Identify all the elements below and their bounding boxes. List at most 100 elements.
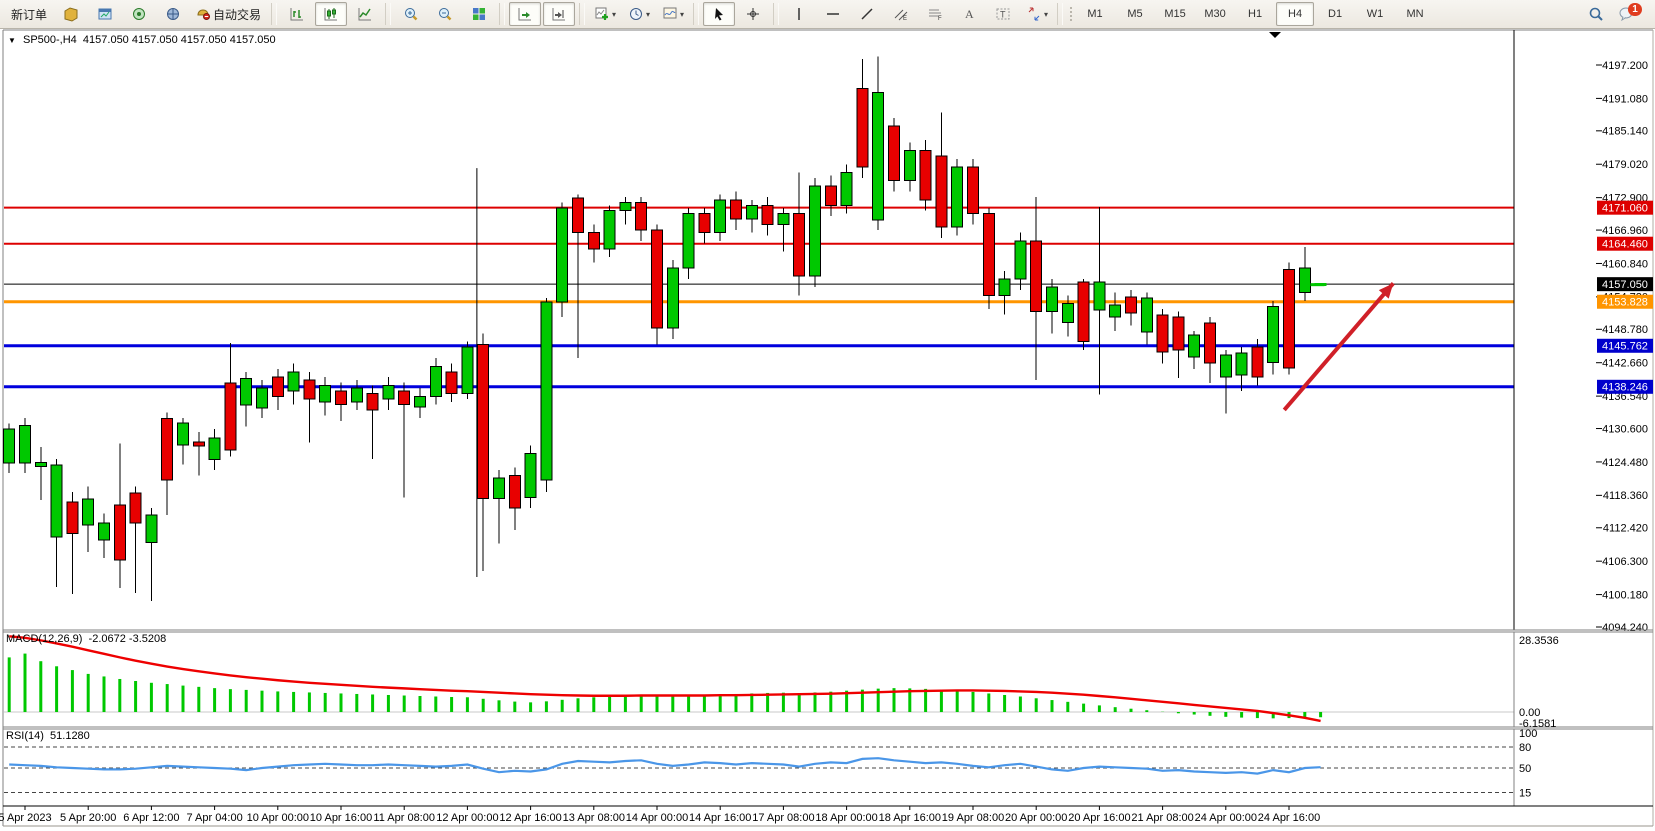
timeframe-h1-button[interactable]: H1 <box>1248 8 1263 20</box>
charts-profile-icon[interactable] <box>55 2 87 26</box>
sep6 <box>773 3 780 25</box>
candle-body <box>872 91 885 221</box>
candle-body <box>698 212 711 234</box>
candle-body <box>98 522 110 541</box>
periods-button[interactable]: ▾ <box>623 2 655 26</box>
price-axis-label: 4094.240 <box>1602 622 1648 634</box>
timeframe-m15-button[interactable]: M15 <box>1164 8 1186 20</box>
bar-chart-button[interactable] <box>281 2 313 26</box>
candle-body <box>982 212 995 296</box>
chart-title-caret-icon[interactable]: ▼ <box>8 36 16 45</box>
price-badge <box>1597 338 1653 353</box>
zoom-out-button[interactable] <box>429 2 461 26</box>
add-indicator-button[interactable]: ▾ <box>589 2 621 26</box>
time-axis-label: 20 Apr 00:00 <box>1005 812 1067 824</box>
market-watch-icon[interactable] <box>89 2 121 26</box>
horizontal-line-button[interactable] <box>817 2 849 26</box>
candle-body <box>1077 281 1090 343</box>
macd-scale-label: 0.00 <box>1519 707 1540 719</box>
candle-body <box>382 384 395 400</box>
timeframe-m30-button[interactable]: M30 <box>1204 8 1226 20</box>
timeframe-mn-button[interactable]: MN <box>1406 8 1424 20</box>
crosshair-button[interactable] <box>737 2 769 26</box>
zoom-in-button[interactable] <box>395 2 427 26</box>
label-button[interactable]: T <box>987 2 1019 26</box>
autotrading-button-label: 自动交易 <box>213 7 262 22</box>
price-badge-label: 4171.060 <box>1602 203 1648 215</box>
candle-body <box>177 422 189 446</box>
fibonacci-button[interactable]: F <box>919 2 951 26</box>
svg-text:A: A <box>965 7 974 21</box>
time-axis-label: 18 Apr 00:00 <box>815 812 877 824</box>
tile-windows-button[interactable] <box>463 2 495 26</box>
candle-body <box>1283 269 1295 369</box>
candle-body <box>714 199 727 234</box>
candle-body <box>161 418 174 481</box>
data-window-icon[interactable] <box>123 2 155 26</box>
candle-body <box>1014 240 1027 280</box>
sep7 <box>1057 3 1064 25</box>
timeframe-d1-button[interactable]: D1 <box>1328 8 1343 20</box>
navigator-icon[interactable] <box>157 2 189 26</box>
channel-button[interactable]: E <box>885 2 917 26</box>
time-axis-label: 14 Apr 00:00 <box>626 812 688 824</box>
candle-body <box>1235 352 1248 376</box>
trendline-button[interactable] <box>851 2 883 26</box>
time-axis-label: 19 Apr 08:00 <box>942 812 1004 824</box>
price-badge-label: 4157.050 <box>1602 279 1648 291</box>
chart-window[interactable]: 4197.200 4191.080 4185.140 4179.020 4172.900… <box>0 29 1655 831</box>
timeframe-m5-button[interactable]: M5 <box>1127 8 1143 20</box>
candle-body <box>745 204 758 220</box>
candle-body <box>335 390 347 406</box>
chart-surface[interactable]: 4197.2004191.0804185.1404179.0204172.900… <box>0 29 1655 831</box>
candle-body <box>477 343 490 499</box>
notifications-button[interactable]: 1 <box>1614 2 1646 26</box>
time-axis-label: 10 Apr 16:00 <box>310 812 372 824</box>
timeframe-m1-button[interactable]: M1 <box>1087 8 1103 20</box>
candle-body <box>1204 322 1216 364</box>
rsi-name: RSI(14) <box>6 730 44 742</box>
candle-body <box>398 390 411 406</box>
candle-body <box>192 441 205 447</box>
autotrading-button[interactable]: 自动交易 <box>191 2 267 26</box>
price-axis-label: 4142.660 <box>1602 358 1648 370</box>
search-button[interactable] <box>1580 2 1612 26</box>
candle-body <box>319 384 332 403</box>
candle-body <box>1109 304 1122 318</box>
timeframe-w1-button[interactable]: W1 <box>1366 8 1384 20</box>
candle-body <box>651 229 663 329</box>
candle-body <box>1298 267 1311 294</box>
price-axis-label: 4124.480 <box>1602 457 1648 469</box>
candle-body <box>429 365 442 397</box>
candle-body <box>66 501 79 534</box>
candle-body <box>445 371 458 395</box>
arrows-button[interactable]: ▾ <box>1021 2 1053 26</box>
rsi-indicator-label: RSI(14) 51.1280 <box>6 730 90 742</box>
candle-body <box>1188 334 1201 358</box>
chart-shift-button[interactable] <box>543 2 576 26</box>
candle-body <box>19 424 31 464</box>
candle-body <box>809 185 821 277</box>
time-axis-label: 12 Apr 00:00 <box>436 812 498 824</box>
price-axis-label: 4185.140 <box>1602 126 1648 138</box>
current-price-dash <box>1310 283 1325 287</box>
svg-text:F: F <box>938 16 942 22</box>
candle-body <box>967 166 979 214</box>
price-axis-label: 4197.200 <box>1602 60 1648 72</box>
cursor-button[interactable] <box>703 2 736 26</box>
text-button[interactable]: A <box>953 2 985 26</box>
candlestick-chart-button[interactable] <box>315 2 348 26</box>
line-chart-button[interactable] <box>349 2 381 26</box>
time-axis-label: 7 Apr 04:00 <box>186 812 242 824</box>
chart-shift-marker-icon[interactable] <box>1269 32 1281 38</box>
timeframe-h4-button[interactable]: H4 <box>1276 2 1315 26</box>
auto-scroll-button[interactable] <box>509 2 542 26</box>
time-axis-label: 18 Apr 16:00 <box>879 812 941 824</box>
vertical-line-button[interactable] <box>783 2 815 26</box>
price-axis-label: 4166.960 <box>1602 225 1648 237</box>
price-axis-label: 4118.360 <box>1603 490 1648 502</box>
sep1 <box>271 3 278 25</box>
candle-body <box>903 150 916 182</box>
templates-button[interactable]: ▾ <box>657 2 689 26</box>
new-order-button[interactable]: 新订单 <box>5 2 53 26</box>
